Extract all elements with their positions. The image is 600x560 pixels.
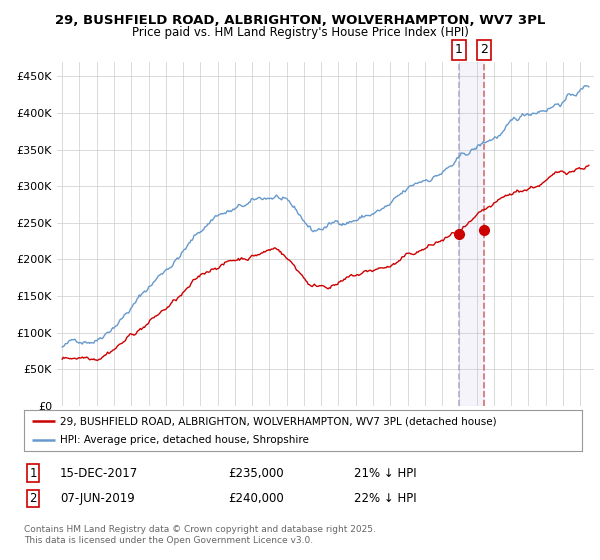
- Text: £235,000: £235,000: [228, 466, 284, 480]
- Text: 15-DEC-2017: 15-DEC-2017: [60, 466, 138, 480]
- Text: 21% ↓ HPI: 21% ↓ HPI: [354, 466, 416, 480]
- Text: 07-JUN-2019: 07-JUN-2019: [60, 492, 135, 505]
- Text: HPI: Average price, detached house, Shropshire: HPI: Average price, detached house, Shro…: [60, 435, 309, 445]
- Text: 2: 2: [29, 492, 37, 505]
- Text: Contains HM Land Registry data © Crown copyright and database right 2025.
This d: Contains HM Land Registry data © Crown c…: [24, 525, 376, 545]
- Text: 2: 2: [480, 44, 488, 57]
- Text: 22% ↓ HPI: 22% ↓ HPI: [354, 492, 416, 505]
- Bar: [458, 62, 484, 406]
- Text: 1: 1: [29, 466, 37, 480]
- Text: 1: 1: [455, 44, 463, 57]
- Text: 29, BUSHFIELD ROAD, ALBRIGHTON, WOLVERHAMPTON, WV7 3PL: 29, BUSHFIELD ROAD, ALBRIGHTON, WOLVERHA…: [55, 14, 545, 27]
- Text: Price paid vs. HM Land Registry's House Price Index (HPI): Price paid vs. HM Land Registry's House …: [131, 26, 469, 39]
- Text: £240,000: £240,000: [228, 492, 284, 505]
- Text: 29, BUSHFIELD ROAD, ALBRIGHTON, WOLVERHAMPTON, WV7 3PL (detached house): 29, BUSHFIELD ROAD, ALBRIGHTON, WOLVERHA…: [60, 417, 497, 426]
